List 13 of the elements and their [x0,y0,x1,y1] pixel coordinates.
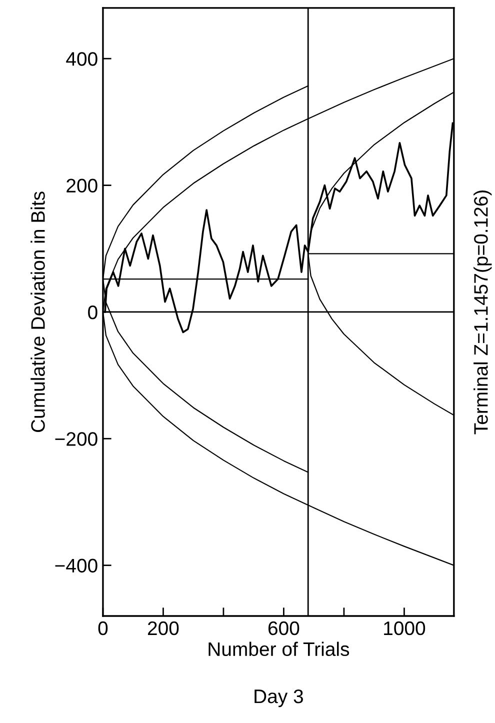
y-tick-label: 200 [66,178,98,193]
text: Day 3 [254,689,303,708]
y-axis-title: Cumulative Deviation in Bits [30,192,45,432]
y-tick-label: 400 [66,52,98,66]
x-tick-label: 1000 [384,621,426,636]
x-tick-label: 0 [98,621,108,636]
y2-axis-title: Terminal Z=1.1457(p=0.126) [474,190,492,434]
x-tick-label: 600 [268,621,300,636]
x-tick-label: 200 [148,621,179,636]
y-tick-label: −400 [55,558,98,573]
y-tick-label: −200 [55,432,98,446]
x-axis-title: Number of Trials [208,642,350,656]
y-tick-label: 0 [88,305,98,320]
